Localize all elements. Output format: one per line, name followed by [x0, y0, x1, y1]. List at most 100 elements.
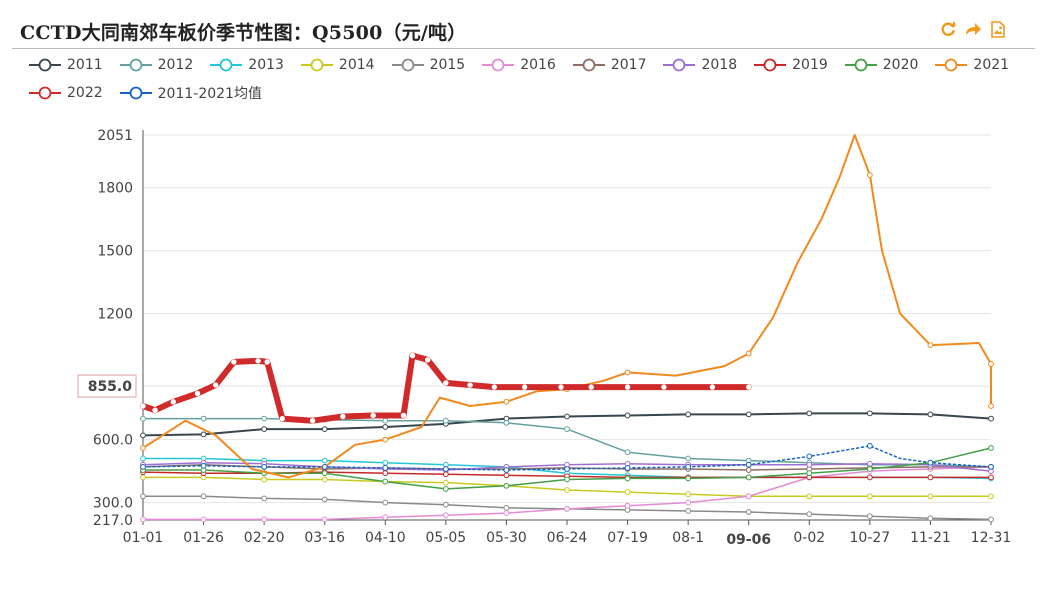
- data-point[interactable]: [503, 472, 510, 479]
- data-point[interactable]: [988, 361, 994, 367]
- data-point[interactable]: [685, 455, 692, 462]
- data-point[interactable]: [321, 516, 328, 523]
- data-point[interactable]: [212, 382, 219, 388]
- data-point[interactable]: [988, 493, 994, 500]
- data-point[interactable]: [927, 515, 934, 522]
- data-point[interactable]: [503, 482, 510, 489]
- data-point[interactable]: [564, 466, 570, 472]
- data-point[interactable]: [588, 384, 594, 390]
- data-point[interactable]: [685, 499, 692, 506]
- data-point[interactable]: [140, 403, 146, 409]
- data-point[interactable]: [443, 380, 449, 386]
- data-point[interactable]: [140, 516, 146, 523]
- data-point[interactable]: [988, 403, 994, 409]
- legend-item-2021[interactable]: 2021: [934, 55, 1009, 75]
- data-point[interactable]: [988, 474, 994, 481]
- data-point[interactable]: [321, 496, 328, 503]
- data-point[interactable]: [866, 493, 873, 500]
- data-point[interactable]: [806, 511, 813, 518]
- data-point[interactable]: [382, 470, 389, 477]
- data-point[interactable]: [988, 445, 994, 451]
- data-point[interactable]: [988, 415, 994, 422]
- data-point[interactable]: [442, 471, 449, 478]
- data-point[interactable]: [261, 476, 268, 483]
- data-point[interactable]: [382, 465, 389, 471]
- data-point[interactable]: [806, 410, 813, 417]
- data-point[interactable]: [442, 417, 449, 424]
- legend-item-2018[interactable]: 2018: [662, 55, 737, 75]
- data-point[interactable]: [866, 172, 873, 178]
- data-point[interactable]: [321, 476, 328, 483]
- data-point[interactable]: [927, 493, 934, 500]
- data-point[interactable]: [370, 412, 376, 419]
- data-point[interactable]: [927, 411, 934, 418]
- data-point[interactable]: [927, 342, 934, 349]
- data-point[interactable]: [194, 390, 201, 397]
- refresh-icon[interactable]: [939, 20, 957, 38]
- data-point[interactable]: [624, 449, 631, 456]
- data-point[interactable]: [521, 384, 528, 390]
- data-point[interactable]: [382, 424, 389, 430]
- data-point[interactable]: [170, 399, 176, 405]
- data-point[interactable]: [255, 358, 261, 364]
- data-point[interactable]: [564, 413, 570, 420]
- data-point[interactable]: [624, 475, 631, 482]
- data-point[interactable]: [745, 350, 752, 357]
- data-point[interactable]: [685, 463, 692, 470]
- data-point[interactable]: [200, 431, 207, 438]
- data-point[interactable]: [685, 508, 692, 514]
- data-point[interactable]: [806, 470, 813, 477]
- data-point[interactable]: [685, 491, 692, 498]
- data-point[interactable]: [624, 465, 631, 471]
- data-point[interactable]: [409, 352, 416, 359]
- data-point[interactable]: [200, 493, 207, 500]
- data-point[interactable]: [503, 467, 510, 473]
- data-point[interactable]: [564, 505, 570, 512]
- data-point[interactable]: [866, 410, 873, 417]
- data-point[interactable]: [382, 436, 389, 443]
- data-point[interactable]: [564, 487, 570, 493]
- data-point[interactable]: [806, 453, 813, 460]
- data-point[interactable]: [140, 445, 146, 451]
- data-point[interactable]: [264, 359, 270, 365]
- data-point[interactable]: [503, 419, 510, 426]
- data-point[interactable]: [866, 460, 873, 467]
- data-point[interactable]: [340, 413, 346, 420]
- save-image-icon[interactable]: [989, 20, 1007, 38]
- legend-item-2015[interactable]: 2015: [391, 55, 465, 75]
- data-point[interactable]: [309, 418, 316, 424]
- share-icon[interactable]: [964, 20, 982, 38]
- data-point[interactable]: [866, 466, 873, 472]
- data-point[interactable]: [503, 510, 510, 516]
- data-point[interactable]: [382, 499, 389, 506]
- series-line-2012[interactable]: [142, 417, 992, 468]
- data-point[interactable]: [442, 479, 449, 486]
- legend-item-2013[interactable]: 2013: [209, 55, 284, 75]
- data-point[interactable]: [140, 432, 146, 439]
- data-point[interactable]: [200, 516, 207, 523]
- data-point[interactable]: [745, 461, 752, 468]
- data-point[interactable]: [503, 504, 510, 511]
- data-point[interactable]: [624, 489, 631, 495]
- data-point[interactable]: [321, 463, 328, 470]
- data-point[interactable]: [140, 493, 146, 500]
- data-point[interactable]: [685, 411, 692, 418]
- legend-item-2014[interactable]: 2014: [300, 55, 375, 75]
- data-point[interactable]: [806, 493, 813, 500]
- data-point[interactable]: [140, 474, 146, 481]
- data-point[interactable]: [467, 382, 473, 388]
- data-point[interactable]: [152, 407, 158, 413]
- data-point[interactable]: [624, 412, 631, 419]
- data-point[interactable]: [382, 514, 389, 521]
- data-point[interactable]: [231, 359, 237, 365]
- data-point[interactable]: [564, 426, 570, 433]
- data-point[interactable]: [866, 513, 873, 520]
- data-point[interactable]: [140, 455, 146, 462]
- data-point[interactable]: [503, 398, 510, 405]
- data-point[interactable]: [442, 501, 449, 508]
- data-point[interactable]: [442, 512, 449, 519]
- data-point[interactable]: [442, 486, 449, 492]
- legend-item-2020[interactable]: 2020: [844, 55, 918, 75]
- data-point[interactable]: [927, 474, 934, 481]
- data-point[interactable]: [442, 466, 449, 472]
